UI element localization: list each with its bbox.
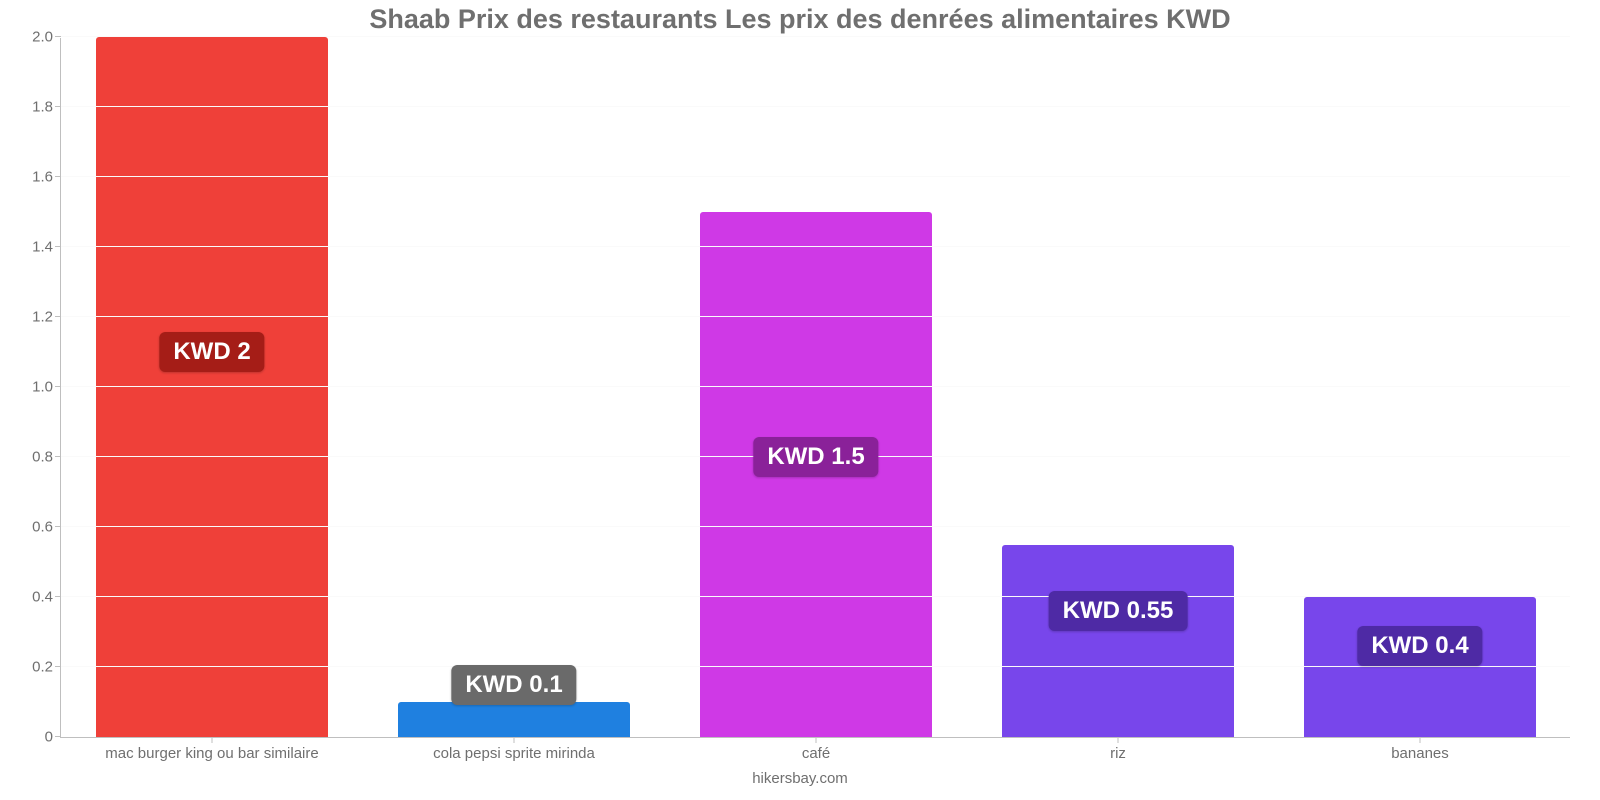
- gridline: [61, 386, 1570, 387]
- ytick-label: 0.4: [32, 589, 61, 606]
- price-bar-chart: Shaab Prix des restaurants Les prix des …: [0, 0, 1600, 800]
- xtick-label-4: bananes: [1391, 745, 1449, 762]
- ytick-label: 1.0: [32, 379, 61, 396]
- xtick-label-1: cola pepsi sprite mirinda: [433, 745, 595, 762]
- xtick-mark: [1420, 737, 1421, 743]
- value-badge-1: KWD 0.1: [451, 665, 576, 705]
- gridline: [61, 246, 1570, 247]
- gridline: [61, 596, 1570, 597]
- ytick-label: 0: [45, 729, 61, 746]
- ytick-label: 0.6: [32, 519, 61, 536]
- xtick-label-3: riz: [1110, 745, 1126, 762]
- gridline: [61, 316, 1570, 317]
- ytick-label: 1.8: [32, 99, 61, 116]
- bars-layer: [61, 38, 1570, 737]
- bar-1: [398, 702, 631, 737]
- ytick-label: 1.6: [32, 169, 61, 186]
- ytick-label: 1.4: [32, 239, 61, 256]
- xtick-label-2: café: [802, 745, 830, 762]
- value-badge-2: KWD 1.5: [753, 437, 878, 477]
- xtick-mark: [514, 737, 515, 743]
- value-badge-4: KWD 0.4: [1357, 626, 1482, 666]
- chart-footer: hikersbay.com: [0, 770, 1600, 787]
- ytick-label: 0.2: [32, 659, 61, 676]
- value-badge-0: KWD 2: [159, 332, 264, 372]
- ytick-label: 2.0: [32, 29, 61, 46]
- bar-4: [1304, 597, 1537, 737]
- bar-0: [96, 37, 329, 737]
- xtick-mark: [816, 737, 817, 743]
- xtick-mark: [212, 737, 213, 743]
- value-badge-3: KWD 0.55: [1049, 591, 1188, 631]
- gridline: [61, 176, 1570, 177]
- xtick-mark: [1118, 737, 1119, 743]
- plot-area: 00.20.40.60.81.01.21.41.61.82.0mac burge…: [60, 38, 1570, 738]
- bar-3: [1002, 545, 1235, 738]
- ytick-label: 1.2: [32, 309, 61, 326]
- gridline: [61, 36, 1570, 37]
- xtick-label-0: mac burger king ou bar similaire: [105, 745, 318, 762]
- gridline: [61, 106, 1570, 107]
- ytick-label: 0.8: [32, 449, 61, 466]
- gridline: [61, 666, 1570, 667]
- gridline: [61, 526, 1570, 527]
- chart-title: Shaab Prix des restaurants Les prix des …: [0, 4, 1600, 35]
